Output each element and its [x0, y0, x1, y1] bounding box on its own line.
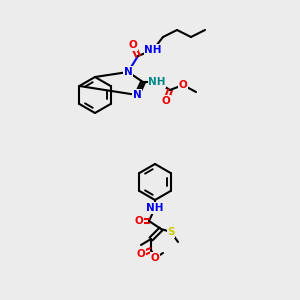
Text: O: O — [178, 80, 188, 90]
Text: O: O — [129, 40, 137, 50]
Text: O: O — [151, 253, 159, 263]
Text: N: N — [124, 67, 132, 77]
Text: O: O — [135, 216, 143, 226]
Text: N: N — [133, 90, 141, 100]
Text: O: O — [162, 96, 170, 106]
Text: NH: NH — [144, 45, 162, 55]
Text: NH: NH — [148, 77, 166, 87]
Text: O: O — [136, 249, 146, 259]
Text: NH: NH — [146, 203, 164, 213]
Text: S: S — [167, 227, 175, 237]
